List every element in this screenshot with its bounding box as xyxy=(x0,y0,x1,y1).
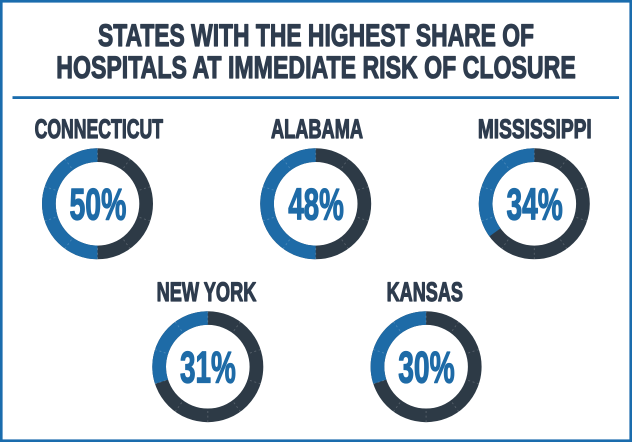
svg-text:34%: 34% xyxy=(507,181,563,230)
svg-text:HOSPITALS AT IMMEDIATE RISK OF: HOSPITALS AT IMMEDIATE RISK OF CLOSURE xyxy=(56,49,576,85)
svg-text:48%: 48% xyxy=(288,181,344,230)
svg-text:31%: 31% xyxy=(180,344,236,393)
svg-text:ALABAMA: ALABAMA xyxy=(271,114,363,144)
svg-text:NEW YORK: NEW YORK xyxy=(157,277,257,307)
svg-text:50%: 50% xyxy=(69,181,126,230)
svg-text:30%: 30% xyxy=(398,344,455,393)
svg-text:CONNECTICUT: CONNECTICUT xyxy=(35,114,163,144)
svg-text:MISSISSIPPI: MISSISSIPPI xyxy=(478,114,592,144)
svg-text:STATES WITH THE HIGHEST SHARE: STATES WITH THE HIGHEST SHARE OF xyxy=(98,17,534,53)
svg-text:KANSAS: KANSAS xyxy=(387,277,463,307)
